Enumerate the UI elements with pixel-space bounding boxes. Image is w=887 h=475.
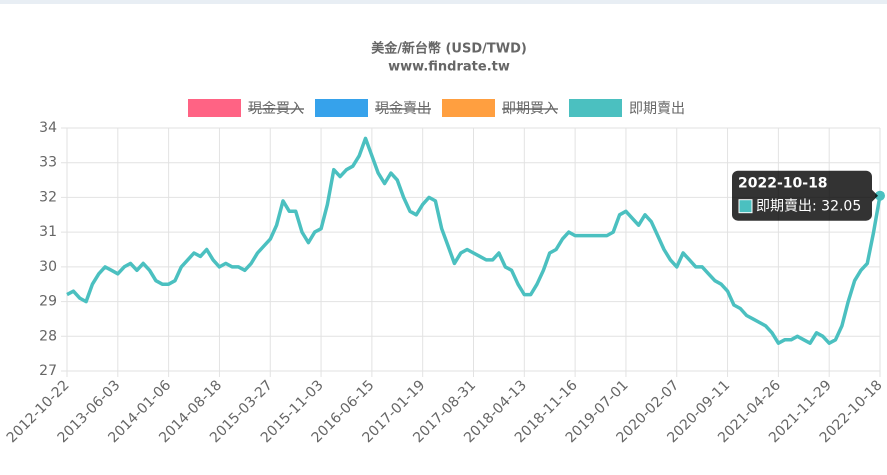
y-tick-label: 28: [39, 328, 57, 344]
tooltip-title: 2022-10-18: [738, 176, 828, 192]
y-tick-label: 31: [39, 224, 57, 240]
y-tick-label: 29: [39, 294, 57, 310]
legend-swatch[interactable]: [569, 99, 622, 117]
legend-swatch[interactable]: [315, 99, 368, 117]
legend-swatch[interactable]: [442, 99, 495, 117]
legend-label[interactable]: 現金買入: [248, 101, 304, 117]
tooltip-label: 即期賣出: 32.05: [756, 199, 861, 215]
y-tick-label: 30: [39, 259, 57, 275]
tooltip-box: [732, 170, 872, 221]
y-tick-label: 27: [39, 363, 57, 379]
tooltip-series: 即期賣出: [756, 199, 812, 215]
chart-title: 美金/新台幣 (USD/TWD): [371, 41, 527, 57]
top-bar: [0, 0, 887, 4]
series-line: [66, 136, 882, 345]
legend: 現金買入 現金賣出 即期買入 即期賣出: [188, 99, 685, 117]
tooltip-caret: [872, 189, 878, 202]
hover-point: [875, 190, 885, 201]
legend-label[interactable]: 即期賣出: [629, 101, 685, 117]
legend-label[interactable]: 現金賣出: [375, 101, 431, 117]
legend-label[interactable]: 即期買入: [502, 101, 558, 117]
chart-subtitle: www.findrate.tw: [388, 60, 510, 75]
tooltip-swatch: [738, 199, 753, 214]
y-tick-label: 33: [39, 155, 57, 171]
legend-swatch[interactable]: [188, 99, 241, 117]
y-tick-label: 34: [39, 120, 57, 136]
plot: 27282930313233342012-10-222013-06-032014…: [4, 120, 886, 446]
tooltip-value: 32.05: [821, 199, 861, 215]
y-tick-label: 32: [39, 189, 57, 205]
